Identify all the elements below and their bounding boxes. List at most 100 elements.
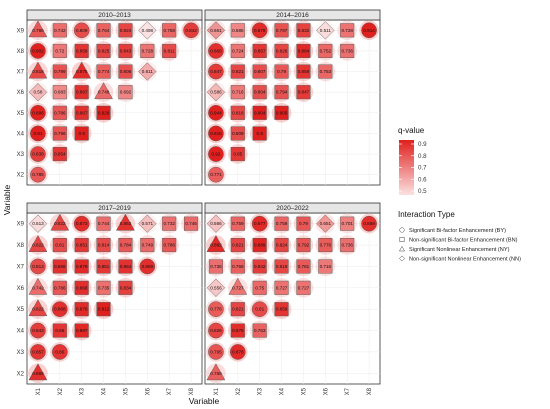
x-tick-label: X4 <box>102 387 108 395</box>
heatmap-cell: 0.878 <box>228 342 248 362</box>
cell-value-label: 0.744 <box>98 221 110 226</box>
heatmap-cell: 0.824 <box>115 20 136 41</box>
heatmap-cell: 0.806 <box>115 61 136 82</box>
heatmap-cell: 0.9 <box>249 123 270 144</box>
square-marker <box>296 85 311 100</box>
heatmap-cell: 0.804 <box>249 82 270 102</box>
y-tick-label: X2 <box>17 173 25 179</box>
heatmap-cell: 0.854 <box>50 144 70 164</box>
heatmap-cell: 0.763 <box>249 320 270 341</box>
heatmap-cell: 0.749 <box>137 235 158 255</box>
heatmap-cell: 0.889 <box>249 235 270 255</box>
cell-value-label: 0.818 <box>32 69 44 74</box>
cell-value-label: 0.769 <box>210 371 222 376</box>
x-tick-label: X6 <box>145 387 151 395</box>
y-tick-label: X3 <box>17 152 25 158</box>
x-tick-label: X1 <box>214 387 220 395</box>
cell-value-label: 0.771 <box>210 172 222 177</box>
heatmap-cell: 0.868 <box>50 299 70 319</box>
cell-value-label: 0.736 <box>341 243 353 248</box>
heatmap-cell: 0.843 <box>28 320 48 341</box>
heatmap-cell: 0.746 <box>181 213 201 234</box>
heatmap-cell: 0.758 <box>159 20 179 41</box>
cell-value-label: 0.79 <box>299 221 308 226</box>
heatmap-cell: 0.759 <box>228 213 248 234</box>
circle-marker <box>73 22 90 39</box>
heatmap-cell: 0.556 <box>206 278 226 298</box>
cell-value-label: 0.878 <box>232 349 244 354</box>
square-marker <box>230 64 245 79</box>
square-marker <box>252 105 267 120</box>
x-tick-label: X4 <box>280 387 286 395</box>
square-marker <box>296 280 311 295</box>
colorbar-tick-label: 0.9 <box>418 141 427 148</box>
square-marker <box>318 238 333 253</box>
heatmap-cell: 0.824 <box>271 235 292 255</box>
cell-value-label: 0.566 <box>210 221 222 226</box>
cell-value-label: 0.686 <box>232 28 244 33</box>
cell-value-label: 0.866 <box>54 264 66 269</box>
cell-value-label: 0.92 <box>211 152 220 157</box>
cell-value-label: 0.824 <box>120 28 132 33</box>
x-tick-label: X5 <box>123 387 129 395</box>
square-marker <box>252 259 267 274</box>
heatmap-cell: 0.859 <box>293 61 314 82</box>
circle-marker <box>251 215 268 232</box>
heatmap-cell: 0.811 <box>159 41 179 61</box>
square-marker <box>162 43 177 58</box>
facet-strip <box>204 202 381 214</box>
heatmap-cell: 0.736 <box>337 235 357 255</box>
heatmap-cell: 0.944 <box>206 103 226 123</box>
y-tick-label: X8 <box>17 243 25 249</box>
square-marker <box>140 238 155 253</box>
cell-value-label: 0.786 <box>163 243 175 248</box>
heatmap-cell: 0.72 <box>50 41 70 61</box>
heatmap-cell: 0.884 <box>293 41 314 61</box>
heatmap-cell: 0.818 <box>228 103 248 123</box>
circle-marker <box>73 215 90 232</box>
cell-value-label: 0.806 <box>120 69 132 74</box>
cell-value-label: 0.878 <box>76 307 88 312</box>
cell-value-label: 0.859 <box>276 307 288 312</box>
diamond-marker <box>316 214 335 233</box>
y-axis-title: Variable <box>2 184 12 215</box>
heatmap-cell: 0.728 <box>137 41 158 61</box>
heatmap-cell: 0.858 <box>71 41 92 61</box>
heatmap-cell: 0.822 <box>28 299 48 319</box>
heatmap-cell: 0.86 <box>50 320 70 341</box>
y-tick-label: X5 <box>17 307 25 313</box>
heatmap-cell: 0.873 <box>71 213 92 234</box>
heatmap-cell: 0.86 <box>50 342 70 362</box>
colorbar-tick-label: 0.8 <box>418 153 427 160</box>
square-marker <box>274 64 289 79</box>
square-marker <box>230 126 245 141</box>
cell-value-label: 0.736 <box>341 48 353 53</box>
heatmap-cell: 0.735 <box>93 278 114 298</box>
circle-marker <box>208 344 224 360</box>
square-marker <box>96 216 111 231</box>
cell-value-label: 0.776 <box>210 307 222 312</box>
heatmap-cell: 0.727 <box>293 278 314 298</box>
cell-value-label: 0.877 <box>254 221 266 226</box>
cell-value-label: 0.759 <box>276 221 288 226</box>
heatmap-cell: 0.867 <box>71 103 92 123</box>
heatmap-cell: 0.869 <box>359 213 379 234</box>
heatmap-cell: 0.732 <box>159 213 179 234</box>
heatmap-cell: 0.851 <box>93 256 114 277</box>
heatmap-cell: 0.875 <box>71 61 92 82</box>
square-marker <box>184 216 199 231</box>
heatmap-cell: 0.868 <box>71 278 92 298</box>
circle-marker <box>30 146 46 162</box>
square-marker <box>296 64 311 79</box>
facet-title: 2017–2019 <box>98 205 131 212</box>
square-marker <box>230 23 245 38</box>
square-marker <box>230 238 245 253</box>
cell-value-label: 0.858 <box>76 48 88 53</box>
cell-value-label: 0.792 <box>298 243 310 248</box>
heatmap-cell: 0.786 <box>159 235 179 255</box>
cell-value-label: 0.611 <box>142 69 154 74</box>
cell-value-label: 0.58 <box>33 90 42 95</box>
square-marker <box>96 64 111 79</box>
heatmap-cell: 0.774 <box>93 61 114 82</box>
diamond-marker <box>138 62 157 81</box>
